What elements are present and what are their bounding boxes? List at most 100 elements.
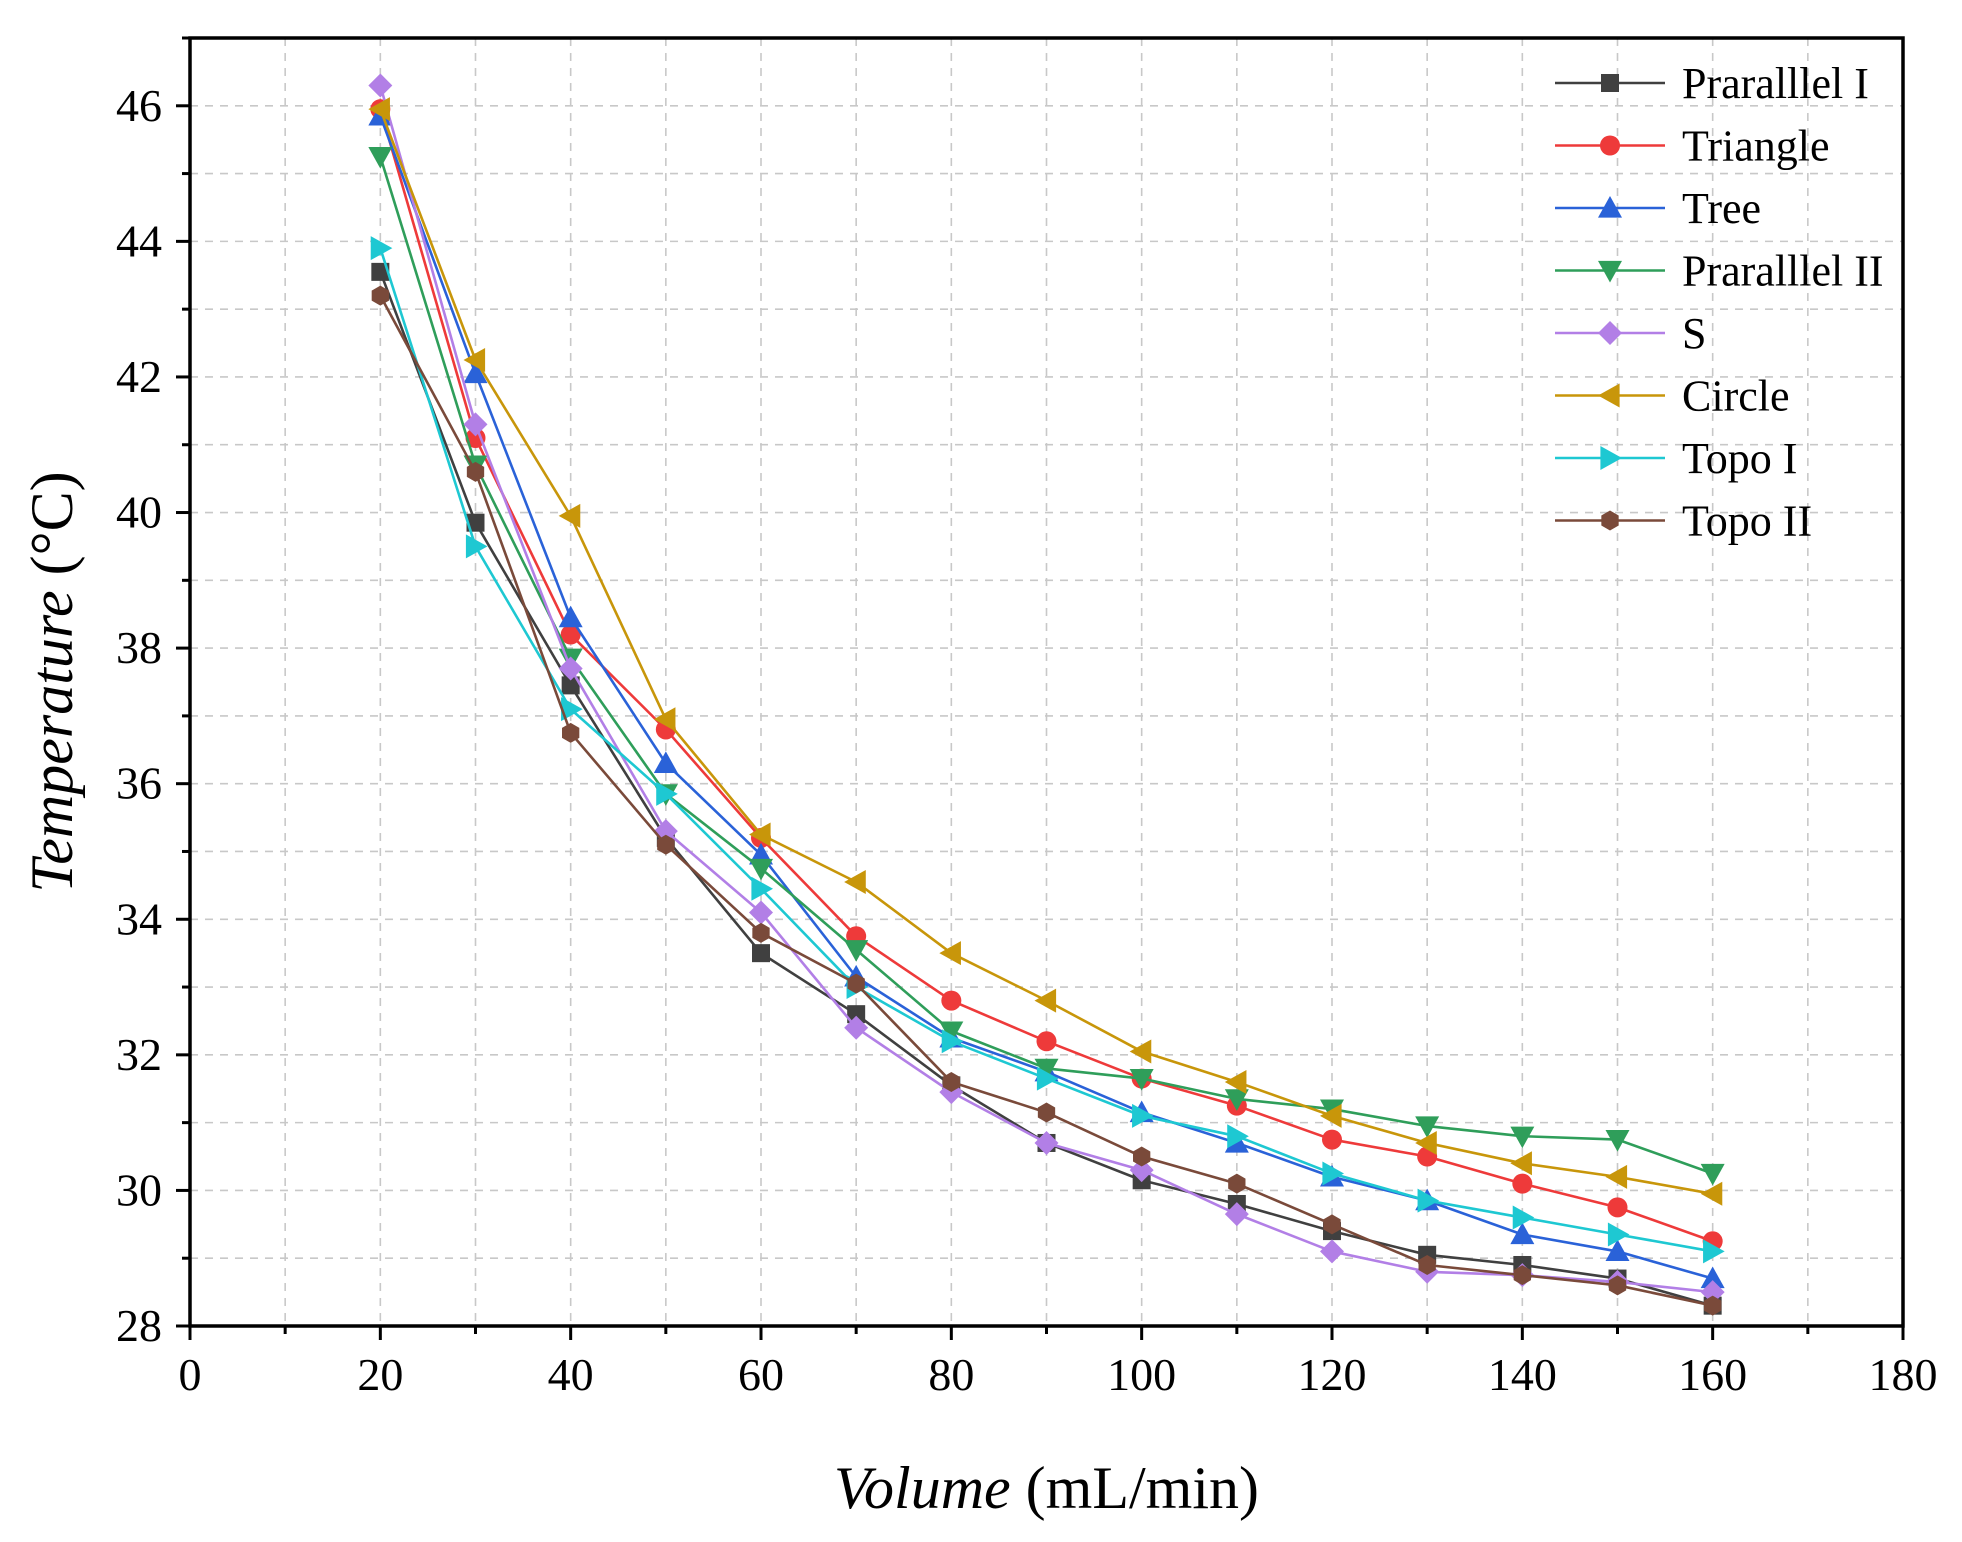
data-point bbox=[465, 534, 488, 559]
legend-label: Circle bbox=[1682, 372, 1790, 421]
y-tick-label: 30 bbox=[116, 1164, 162, 1215]
x-axis-title-unit: (mL/min) bbox=[1011, 1455, 1259, 1521]
data-point bbox=[939, 1021, 964, 1044]
legend-item[interactable]: Topo I bbox=[1555, 434, 1797, 483]
data-point bbox=[560, 624, 581, 645]
data-point bbox=[1036, 1031, 1057, 1052]
data-point bbox=[653, 707, 676, 732]
data-point bbox=[1132, 1103, 1154, 1128]
legend-marker bbox=[1601, 510, 1619, 531]
data-point bbox=[1133, 1146, 1151, 1167]
x-axis-title: Volume (mL/min) bbox=[834, 1455, 1259, 1521]
data-point bbox=[1415, 1116, 1440, 1139]
data-point bbox=[1417, 1188, 1440, 1213]
data-point bbox=[1034, 1058, 1059, 1081]
data-point bbox=[1129, 1158, 1154, 1183]
data-point bbox=[844, 869, 866, 894]
legend-item[interactable]: Praralllel II bbox=[1555, 247, 1884, 296]
data-point bbox=[1510, 1126, 1535, 1149]
data-point bbox=[752, 922, 770, 943]
data-point bbox=[463, 412, 488, 437]
legend-item[interactable]: S bbox=[1555, 309, 1706, 358]
data-point bbox=[558, 605, 583, 628]
y-tick-label: 32 bbox=[116, 1029, 162, 1080]
data-point bbox=[1510, 1222, 1535, 1245]
data-point bbox=[561, 697, 583, 722]
data-point bbox=[942, 1071, 960, 1092]
data-point bbox=[1224, 1069, 1247, 1094]
data-point bbox=[941, 990, 962, 1011]
y-tick-label: 34 bbox=[116, 893, 162, 944]
legend-label: Topo II bbox=[1682, 497, 1812, 546]
data-point bbox=[465, 427, 486, 448]
data-point bbox=[1034, 988, 1057, 1013]
data-point bbox=[1320, 1103, 1342, 1128]
data-point bbox=[558, 656, 583, 681]
legend-marker bbox=[1598, 321, 1622, 345]
data-point bbox=[939, 941, 961, 966]
data-point bbox=[561, 676, 580, 695]
x-tick-label: 160 bbox=[1678, 1349, 1747, 1400]
series-layer bbox=[368, 73, 1725, 1316]
y-axis-title-unit: (°C) bbox=[19, 471, 85, 590]
data-point bbox=[653, 751, 678, 773]
data-point bbox=[368, 73, 393, 98]
legend-item[interactable]: Triangle bbox=[1555, 122, 1830, 171]
legend-item[interactable]: Topo II bbox=[1555, 497, 1812, 546]
series-6 bbox=[368, 97, 1723, 1206]
y-tick-label: 46 bbox=[116, 80, 162, 131]
legend-marker bbox=[1598, 196, 1622, 218]
data-point bbox=[466, 461, 485, 482]
data-point bbox=[1700, 1266, 1725, 1289]
data-point bbox=[1129, 1039, 1152, 1064]
legend-marker bbox=[1600, 135, 1620, 156]
y-tick-label: 44 bbox=[116, 215, 162, 266]
data-point bbox=[1037, 1102, 1056, 1123]
data-point bbox=[1700, 1163, 1725, 1186]
data-point bbox=[1608, 1275, 1627, 1296]
y-tick-label: 40 bbox=[116, 487, 162, 538]
x-tick-label: 60 bbox=[738, 1349, 784, 1400]
data-point bbox=[1224, 1202, 1249, 1227]
x-tick-label: 140 bbox=[1488, 1349, 1557, 1400]
x-tick-label: 40 bbox=[548, 1349, 594, 1400]
y-tick-label: 36 bbox=[116, 758, 162, 809]
data-point bbox=[1607, 1222, 1630, 1247]
x-tick-label: 20 bbox=[357, 1349, 403, 1400]
data-point bbox=[368, 147, 393, 169]
legend-item[interactable]: Tree bbox=[1555, 184, 1761, 233]
y-axis-title: Temperature (°C) bbox=[19, 471, 85, 892]
data-point bbox=[371, 262, 390, 281]
series-7 bbox=[370, 236, 1725, 1264]
data-point bbox=[656, 781, 678, 806]
legend-item[interactable]: Praralllel I bbox=[1555, 59, 1869, 108]
data-point bbox=[749, 858, 773, 881]
data-point bbox=[1418, 1254, 1436, 1275]
data-point bbox=[1605, 1129, 1630, 1152]
legend-label: S bbox=[1682, 309, 1706, 358]
x-tick-label: 120 bbox=[1298, 1349, 1367, 1400]
axis-ticks: 0 20 40 60 80 100 120 140 160 180 28 30 32 34 36 38 40 42… bbox=[116, 36, 1938, 1400]
data-point bbox=[657, 834, 675, 855]
legend-label: Tree bbox=[1682, 184, 1761, 233]
data-point bbox=[1228, 1173, 1246, 1194]
data-point bbox=[1605, 1164, 1628, 1189]
x-tick-label: 80 bbox=[928, 1349, 974, 1400]
y-axis-title-italic: Temperature bbox=[19, 590, 85, 892]
legend-marker bbox=[1598, 260, 1622, 283]
data-point bbox=[562, 722, 580, 743]
data-point bbox=[941, 1029, 964, 1054]
data-point bbox=[1227, 1124, 1249, 1149]
data-point bbox=[749, 822, 771, 847]
data-point bbox=[463, 348, 486, 372]
data-point bbox=[371, 285, 389, 306]
data-point bbox=[1322, 1161, 1344, 1186]
legend[interactable]: Praralllel I Triangle Tree Praralllel II S Ci… bbox=[1555, 59, 1884, 546]
data-point bbox=[1607, 1197, 1628, 1218]
data-point bbox=[847, 973, 865, 994]
data-point bbox=[1700, 1280, 1725, 1305]
x-tick-label: 180 bbox=[1869, 1349, 1938, 1400]
data-point bbox=[368, 97, 390, 122]
legend-item[interactable]: Circle bbox=[1555, 372, 1790, 421]
